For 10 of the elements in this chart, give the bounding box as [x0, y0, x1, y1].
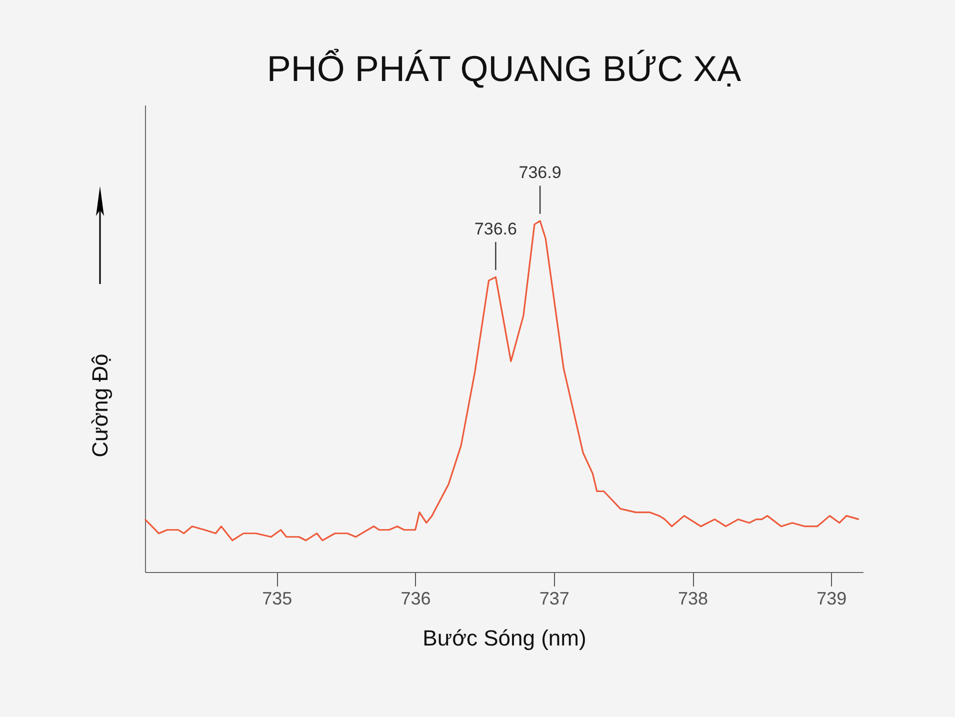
y-axis-title: Cường Độ [88, 354, 112, 458]
x-tick-label: 737 [539, 588, 570, 608]
x-tick-label: 739 [816, 588, 847, 608]
x-axis-title: Bước Sóng (nm) [422, 626, 586, 650]
x-tick-label: 736 [400, 588, 431, 608]
x-tick-label: 738 [678, 588, 708, 608]
chart-title: PHỔ PHÁT QUANG BỨC XẠ [266, 48, 742, 89]
x-tick-label: 735 [262, 588, 292, 608]
annotation: 736.9 [518, 163, 562, 182]
annotation: 736.6 [474, 219, 517, 238]
